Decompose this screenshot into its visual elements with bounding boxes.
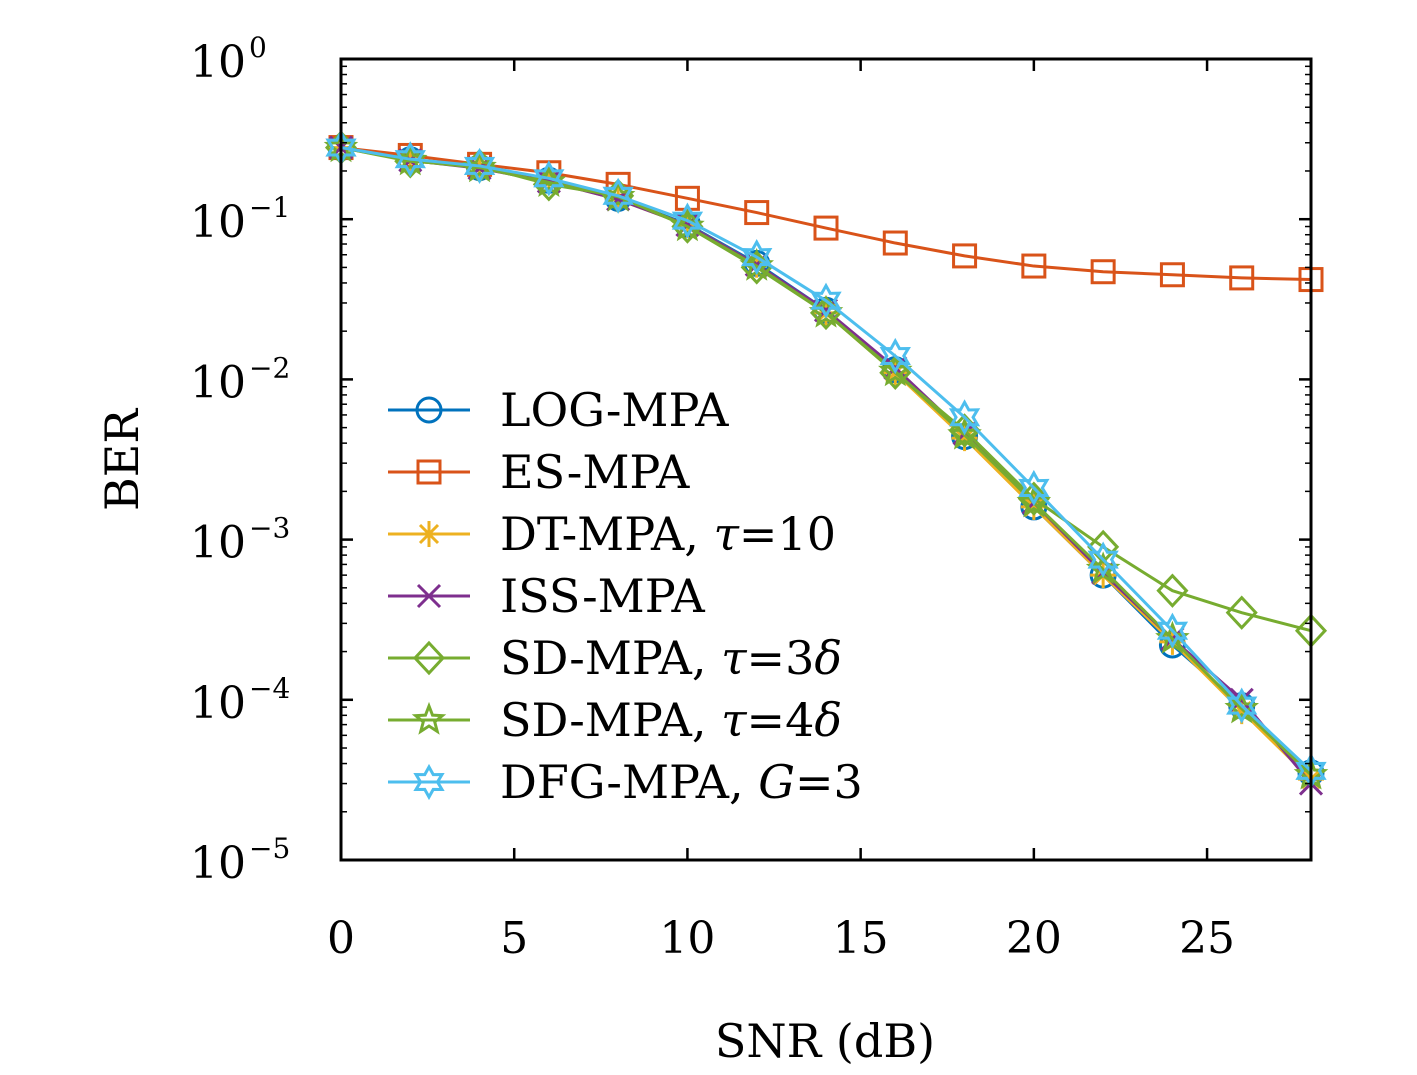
y-tick-label-3: 10 −3 bbox=[190, 512, 290, 569]
data-point-6-7 bbox=[810, 282, 842, 319]
data-point-6-5 bbox=[671, 202, 704, 239]
legend-entry-4: SD-MPA, τ=3δ bbox=[388, 631, 842, 685]
data-point-1-12 bbox=[1159, 262, 1185, 288]
plot-frame bbox=[339, 57, 1313, 862]
legend-entry-3: ISS-MPA bbox=[388, 569, 705, 623]
data-point-1-13 bbox=[1229, 265, 1255, 291]
legend-entry-1: ES-MPA bbox=[388, 445, 690, 499]
legend-marker-4 bbox=[412, 640, 446, 676]
data-point-2-12 bbox=[1159, 628, 1186, 655]
legend-label-3: ISS-MPA bbox=[500, 569, 705, 623]
legend-label-4: SD-MPA, τ=3δ bbox=[500, 631, 842, 685]
x-tick-label-0: 0 bbox=[327, 913, 355, 964]
legend-marker-5 bbox=[411, 701, 447, 735]
x-axis-label: SNR (dB) bbox=[715, 1014, 935, 1068]
plot-marks bbox=[323, 129, 1329, 796]
y-axis-label: BER bbox=[95, 408, 149, 511]
series-6 bbox=[325, 129, 1327, 789]
y-tick-label-0: 10 0 bbox=[190, 31, 267, 88]
legend-entry-6: DFG-MPA, G=3 bbox=[388, 755, 863, 809]
y-tick-label-2: 10 −2 bbox=[190, 351, 290, 408]
data-point-6-6 bbox=[741, 239, 773, 276]
data-point-6-13 bbox=[1226, 687, 1258, 724]
data-point-4-12 bbox=[1156, 573, 1189, 608]
y-tick-label-4: 10 −4 bbox=[190, 672, 290, 729]
data-point-6-4 bbox=[602, 177, 634, 214]
legend-label-5: SD-MPA, τ=4δ bbox=[500, 693, 842, 747]
data-point-6-11 bbox=[1087, 541, 1119, 578]
series-line-1 bbox=[340, 146, 1312, 282]
legend-marker-6 bbox=[413, 763, 445, 801]
data-point-1-6 bbox=[744, 200, 770, 226]
data-point-6-8 bbox=[879, 337, 911, 375]
data-point-6-1 bbox=[394, 141, 426, 178]
legend: LOG-MPA ES-MPA DT-MPA, τ=10 ISS-MPA SD-MPA, … bbox=[388, 383, 863, 809]
legend-entry-0: LOG-MPA bbox=[388, 383, 729, 437]
legend-label-2: DT-MPA, τ=10 bbox=[500, 507, 836, 561]
legend-label-0: LOG-MPA bbox=[500, 383, 729, 437]
data-point-5-9 bbox=[947, 416, 982, 450]
legend-label-1: ES-MPA bbox=[500, 445, 690, 499]
data-point-6-9 bbox=[948, 399, 981, 436]
legend-marker-2 bbox=[416, 521, 442, 547]
legend-marker-1 bbox=[416, 459, 442, 485]
legend-marker-0 bbox=[415, 396, 443, 424]
data-point-2-13 bbox=[1228, 698, 1255, 725]
data-point-4-11 bbox=[1087, 529, 1120, 565]
data-point-1-9 bbox=[952, 243, 978, 269]
legend-entry-2: DT-MPA, τ=10 bbox=[388, 507, 836, 561]
data-point-4-13 bbox=[1225, 595, 1258, 630]
data-point-6-3 bbox=[533, 160, 565, 197]
x-tick-label-2: 10 bbox=[659, 913, 715, 964]
data-point-1-11 bbox=[1090, 259, 1116, 285]
data-point-1-10 bbox=[1021, 253, 1047, 279]
data-point-1-8 bbox=[882, 230, 908, 256]
data-point-6-2 bbox=[463, 147, 496, 185]
y-tick-label-1: 10 −1 bbox=[190, 191, 290, 248]
data-point-5-8 bbox=[878, 353, 913, 387]
series-line-6 bbox=[340, 146, 1313, 772]
x-tick-label-1: 5 bbox=[500, 913, 528, 964]
data-point-6-10 bbox=[1018, 469, 1050, 507]
legend-marker-3 bbox=[416, 583, 442, 609]
x-tick-label-5: 25 bbox=[1179, 913, 1235, 964]
data-point-3-13 bbox=[1229, 687, 1254, 712]
x-tick-label-4: 20 bbox=[1006, 913, 1062, 964]
x-tick-label-3: 15 bbox=[833, 913, 889, 964]
data-point-6-12 bbox=[1156, 612, 1189, 649]
data-point-2-9 bbox=[951, 425, 978, 452]
legend-label-6: DFG-MPA, G=3 bbox=[500, 755, 863, 809]
data-point-1-7 bbox=[813, 215, 839, 241]
y-tick-label-5: 10 −5 bbox=[190, 832, 290, 889]
legend-entry-5: SD-MPA, τ=4δ bbox=[388, 693, 842, 747]
